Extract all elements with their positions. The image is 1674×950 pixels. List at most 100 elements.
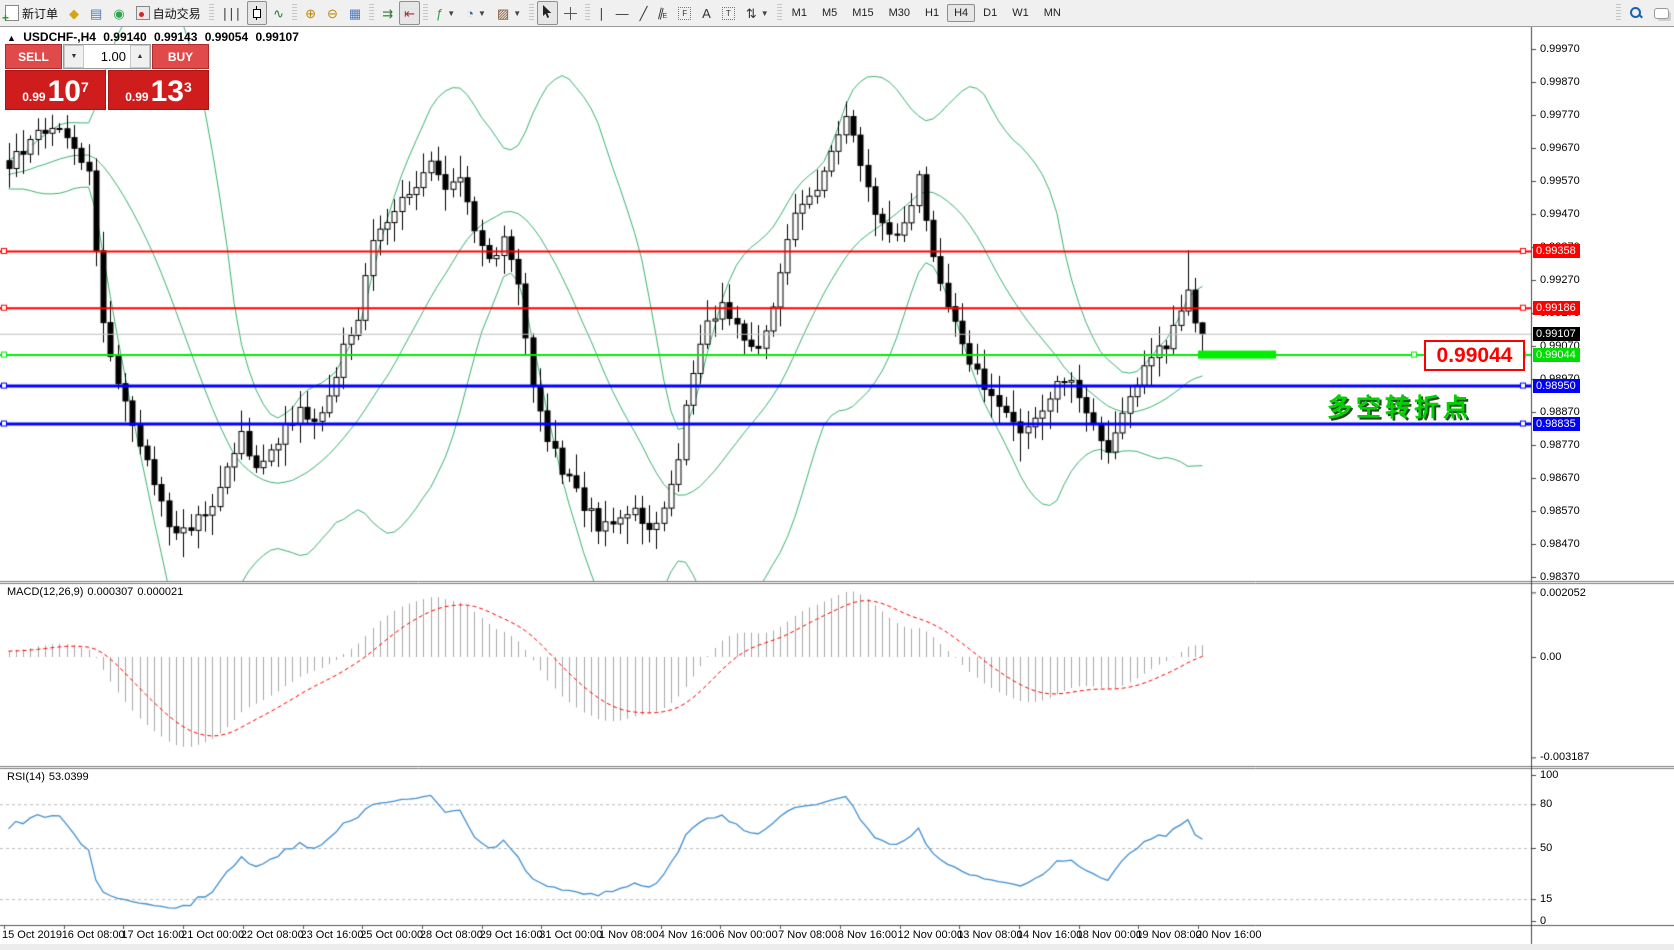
turning-point-annotation[interactable]: 多空转折点 (1327, 394, 1473, 422)
symbol-period-label: USDCHF-,H4 (23, 30, 96, 44)
sell-button[interactable]: SELL (5, 44, 62, 69)
sell-price-big: 10 (47, 75, 81, 108)
time-label: 6 Nov 00:00 (718, 929, 778, 941)
volume-decrease-button[interactable]: ▼ (64, 45, 84, 68)
buy-button[interactable]: BUY (152, 44, 209, 69)
toolbar: 新订单◆▤◉自动交易∣∣∣∿⊕⊖▦⇉⇤ƒ▼◔▼▨▼∣—╱∥EFAT⇅▼M1M5M… (0, 0, 1674, 27)
timeframe-mn-button[interactable]: MN (1043, 7, 1061, 19)
time-label: 20 Nov 16:00 (1196, 929, 1262, 941)
time-label: 28 Oct 08:00 (419, 929, 483, 941)
timeframe-m5-button[interactable]: M5 (821, 7, 838, 19)
time-label: 17 Oct 16:00 (121, 929, 185, 941)
fibonacci-button[interactable]: F (673, 1, 696, 25)
vertical-line-icon: ∣ (598, 5, 605, 21)
sell-price-small: 0.99 (22, 90, 46, 104)
sell-price-tile[interactable]: 0.99 10 7 (5, 70, 106, 110)
indicators-button-dropdown-icon[interactable]: ▼ (447, 8, 456, 18)
price-tick-label: 0.99770 (1540, 109, 1580, 121)
level-price-tag: 0.99358 (1533, 243, 1580, 258)
time-label: 1 Nov 08:00 (599, 929, 659, 941)
periods-button[interactable]: ◔ ▼ (461, 1, 491, 25)
timeframe-m15-button[interactable]: M15 (852, 7, 874, 19)
autotrading-button[interactable]: 自动交易 (131, 1, 206, 25)
rsi-indicator-label: RSI(14) 53.0399 (7, 771, 89, 783)
time-label: 19 Nov 08:00 (1136, 929, 1202, 941)
fibonacci-icon: F (678, 6, 692, 20)
equidistant-channel-icon: ∥ E (656, 5, 668, 21)
price-tick-label: 0.98870 (1540, 406, 1580, 418)
autotrading-icon (135, 6, 150, 20)
time-label: 22 Oct 08:00 (240, 929, 304, 941)
equidistant-channel-button[interactable]: ∥ E (653, 1, 672, 25)
toolbar-separator (776, 4, 782, 22)
chat-icon[interactable] (1649, 1, 1674, 25)
volume-increase-button[interactable]: ▲ (130, 45, 150, 68)
signals-icon[interactable]: ◉ (108, 1, 129, 25)
collapse-panel-icon[interactable]: ▲ (7, 33, 16, 43)
search-icon[interactable] (1624, 1, 1648, 25)
level-price-tag: 0.99186 (1533, 300, 1580, 315)
price-tick-label: 0.99270 (1540, 274, 1580, 286)
time-label: 23 Oct 16:00 (300, 929, 364, 941)
price-tick-label: 0.98570 (1540, 505, 1580, 517)
time-label: 31 Oct 00:00 (539, 929, 603, 941)
timeframe-w1-button[interactable]: W1 (1012, 7, 1029, 19)
text-button[interactable]: A (697, 1, 716, 25)
volume-input[interactable] (84, 45, 130, 68)
indicators-button[interactable]: ƒ ▼ (431, 1, 460, 25)
price-tick-label: 0.99470 (1540, 208, 1580, 220)
text-label-button[interactable]: T (717, 1, 740, 25)
price-annotation-label[interactable]: 0.99044 (1424, 340, 1525, 371)
auto-scroll-button[interactable]: ⇉ (377, 1, 398, 25)
candlestick-button[interactable] (247, 1, 268, 25)
crosshair-button[interactable] (559, 1, 582, 25)
chart-shift-button[interactable]: ⇤ (399, 1, 420, 25)
profiles-icon[interactable]: ▤ (85, 1, 107, 25)
templates-button-dropdown-icon[interactable]: ▼ (513, 8, 522, 18)
periods-icon: ◔ (466, 5, 475, 21)
macd-tick-label: 0.002052 (1540, 587, 1586, 600)
vertical-line-button[interactable]: ∣ (593, 1, 610, 25)
price-tick-label: 0.99870 (1540, 76, 1580, 88)
arrows-button[interactable]: ⇅ ▼ (741, 1, 774, 25)
buy-price-tile[interactable]: 0.99 13 3 (108, 70, 209, 110)
timeframe-h1-button[interactable]: H1 (925, 7, 940, 19)
toolbar-separator (292, 4, 298, 22)
macd-tick-label: 0.00 (1540, 651, 1562, 663)
cursor-button[interactable] (537, 1, 559, 25)
tile-windows-button[interactable]: ▦ (344, 1, 366, 25)
price-tick-label: 0.99670 (1540, 142, 1580, 154)
line-chart-button[interactable]: ∿ (268, 1, 289, 25)
templates-icon: ▨ (496, 5, 510, 21)
horizontal-line-button[interactable]: — (611, 1, 634, 25)
timeframe-m1-button[interactable]: M1 (791, 7, 807, 19)
zoom-out-icon: ⊖ (326, 5, 338, 21)
new-order-icon (2, 5, 19, 25)
profiles-icon-icon: ▤ (90, 5, 103, 21)
level-price-tag: 0.98835 (1533, 416, 1580, 431)
text-icon: A (702, 5, 711, 21)
arrows-button-dropdown-icon[interactable]: ▼ (760, 8, 769, 18)
auto-scroll-icon: ⇉ (382, 5, 394, 21)
trendline-button[interactable]: ╱ (635, 1, 653, 25)
zoom-out-button[interactable]: ⊖ (322, 1, 343, 25)
bar-chart-button[interactable]: ∣∣∣ (217, 1, 247, 25)
time-label: 29 Oct 16:00 (479, 929, 543, 941)
timeframe-d1-button[interactable]: D1 (983, 7, 998, 19)
rsi-tick-label: 100 (1540, 769, 1559, 781)
current-price-tag: 0.99107 (1533, 326, 1580, 341)
timeframe-m30-button[interactable]: M30 (888, 7, 911, 19)
new-order-button[interactable]: 新订单 (0, 1, 63, 25)
timeframe-h4-button[interactable]: H4 (947, 4, 976, 22)
periods-button-dropdown-icon[interactable]: ▼ (478, 8, 486, 18)
market-watch-icon[interactable]: ◆ (64, 1, 84, 25)
toolbar-separator (1616, 4, 1621, 22)
time-label: 21 Oct 00:00 (181, 929, 245, 941)
one-click-trading-panel: SELL ▼ ▲ BUY 0.99 10 7 0.99 13 3 (5, 44, 209, 110)
ohlc-open: 0.99140 (103, 30, 147, 44)
time-label: 13 Nov 08:00 (957, 929, 1023, 941)
zoom-in-button[interactable]: ⊕ (300, 1, 321, 25)
templates-button[interactable]: ▨ ▼ (492, 1, 526, 25)
